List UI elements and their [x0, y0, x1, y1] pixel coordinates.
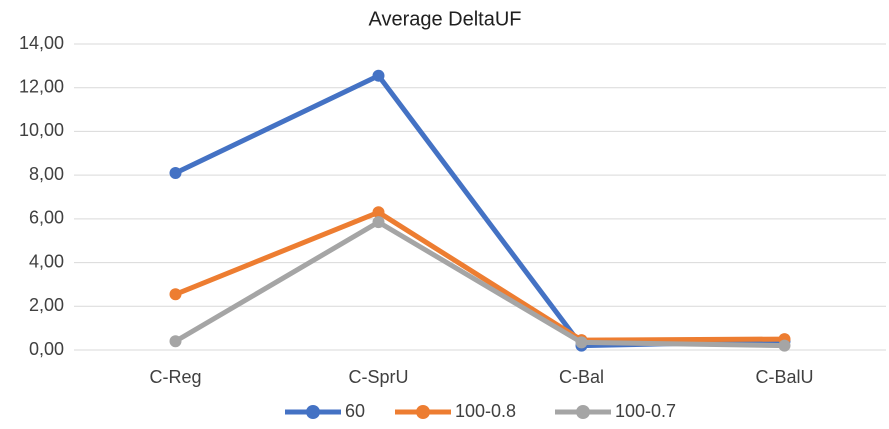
- point: [372, 69, 385, 82]
- point: [169, 335, 182, 348]
- point: [575, 336, 588, 349]
- legend-label: 100-0.7: [615, 401, 676, 421]
- x-tick-label: C-Bal: [559, 367, 604, 387]
- x-tick-label: C-SprU: [348, 367, 408, 387]
- y-tick-label: 4,00: [29, 251, 64, 271]
- legend-label: 60: [345, 401, 365, 421]
- x-tick-label: C-Reg: [149, 367, 201, 387]
- y-tick-label: 0,00: [29, 339, 64, 359]
- y-tick-label: 10,00: [19, 120, 64, 140]
- x-tick-label: C-BalU: [755, 367, 813, 387]
- y-tick-label: 12,00: [19, 76, 64, 96]
- point: [169, 166, 182, 179]
- series-line: [174, 209, 785, 343]
- legend-marker: [576, 405, 590, 419]
- y-tick-label: 14,00: [19, 33, 64, 53]
- y-tick-label: 8,00: [29, 164, 64, 184]
- legend-label: 100-0.8: [455, 401, 516, 421]
- series-line: [174, 219, 785, 349]
- series-line: [174, 73, 785, 349]
- legend-marker: [306, 405, 320, 419]
- y-tick-label: 6,00: [29, 208, 64, 228]
- legend-marker: [416, 405, 430, 419]
- chart-title: Average DeltaUF: [368, 8, 521, 30]
- y-tick-label: 2,00: [29, 295, 64, 315]
- point: [372, 216, 385, 229]
- point: [372, 206, 385, 219]
- point: [169, 288, 182, 301]
- point: [778, 339, 791, 352]
